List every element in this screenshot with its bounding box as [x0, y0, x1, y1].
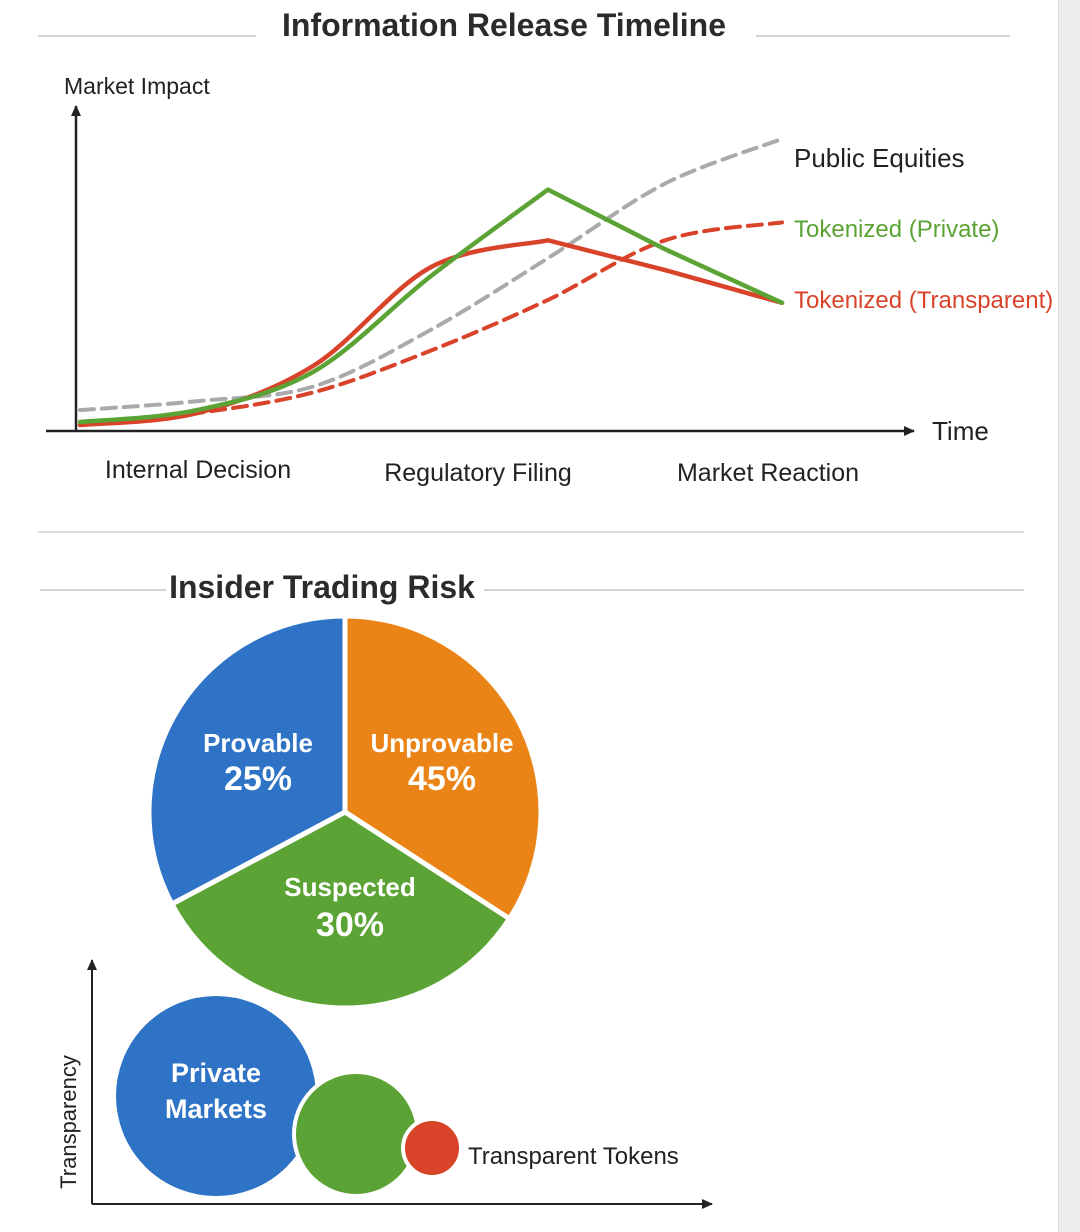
y-axis-label: Market Impact [64, 73, 210, 99]
timeline-category-labels: Internal Decision Regulatory Filing Market… [105, 456, 859, 487]
pie-value-unprovable: 45% [408, 760, 476, 798]
pie-value-provable: 25% [224, 760, 292, 798]
bubble-unlabeled-1 [292, 1070, 420, 1198]
category-label-regulatory-filing: Regulatory Filing [384, 459, 572, 487]
pie-label-suspected: Suspected [284, 872, 416, 902]
infographic-canvas: Information Release Timeline Market Impa… [38, 7, 1053, 1209]
x-axis-label: Time [932, 416, 989, 446]
bubble-label-line-1: Private [171, 1058, 261, 1088]
legend-tokenized-transparent: Tokenized (Transparent) [794, 287, 1053, 314]
category-label-market-reaction: Market Reaction [677, 459, 859, 487]
legend-public-equities: Public Equities [794, 143, 965, 173]
timeline-legend: Public Equities Tokenized (Private) Tokeni… [794, 143, 1053, 314]
pie-slice-provable [146, 613, 348, 907]
timeline-lines [77, 136, 785, 428]
bubble-transparent-tokens [401, 1117, 463, 1179]
bubble-label-line-2: Markets [165, 1094, 267, 1124]
transparency-bubbles: Private Markets Transparent Tokens [112, 992, 679, 1200]
category-label-internal-decision: Internal Decision [105, 456, 291, 484]
series-line-tokenized-transparent [77, 238, 785, 428]
pie-label-provable: Provable [203, 728, 313, 758]
risk-title: Insider Trading Risk [169, 569, 475, 605]
series-line-tokenized-private [77, 187, 785, 425]
bubble-label-transparent-tokens: Transparent Tokens [468, 1143, 679, 1170]
pie-value-suspected: 30% [316, 906, 384, 944]
timeline-title: Information Release Timeline [282, 7, 726, 43]
legend-tokenized-private: Tokenized (Private) [794, 216, 999, 243]
bubble-y-axis-label: Transparency [56, 1055, 81, 1189]
series-line-public-equities [78, 136, 784, 413]
pie-label-unprovable: Unprovable [370, 728, 513, 758]
